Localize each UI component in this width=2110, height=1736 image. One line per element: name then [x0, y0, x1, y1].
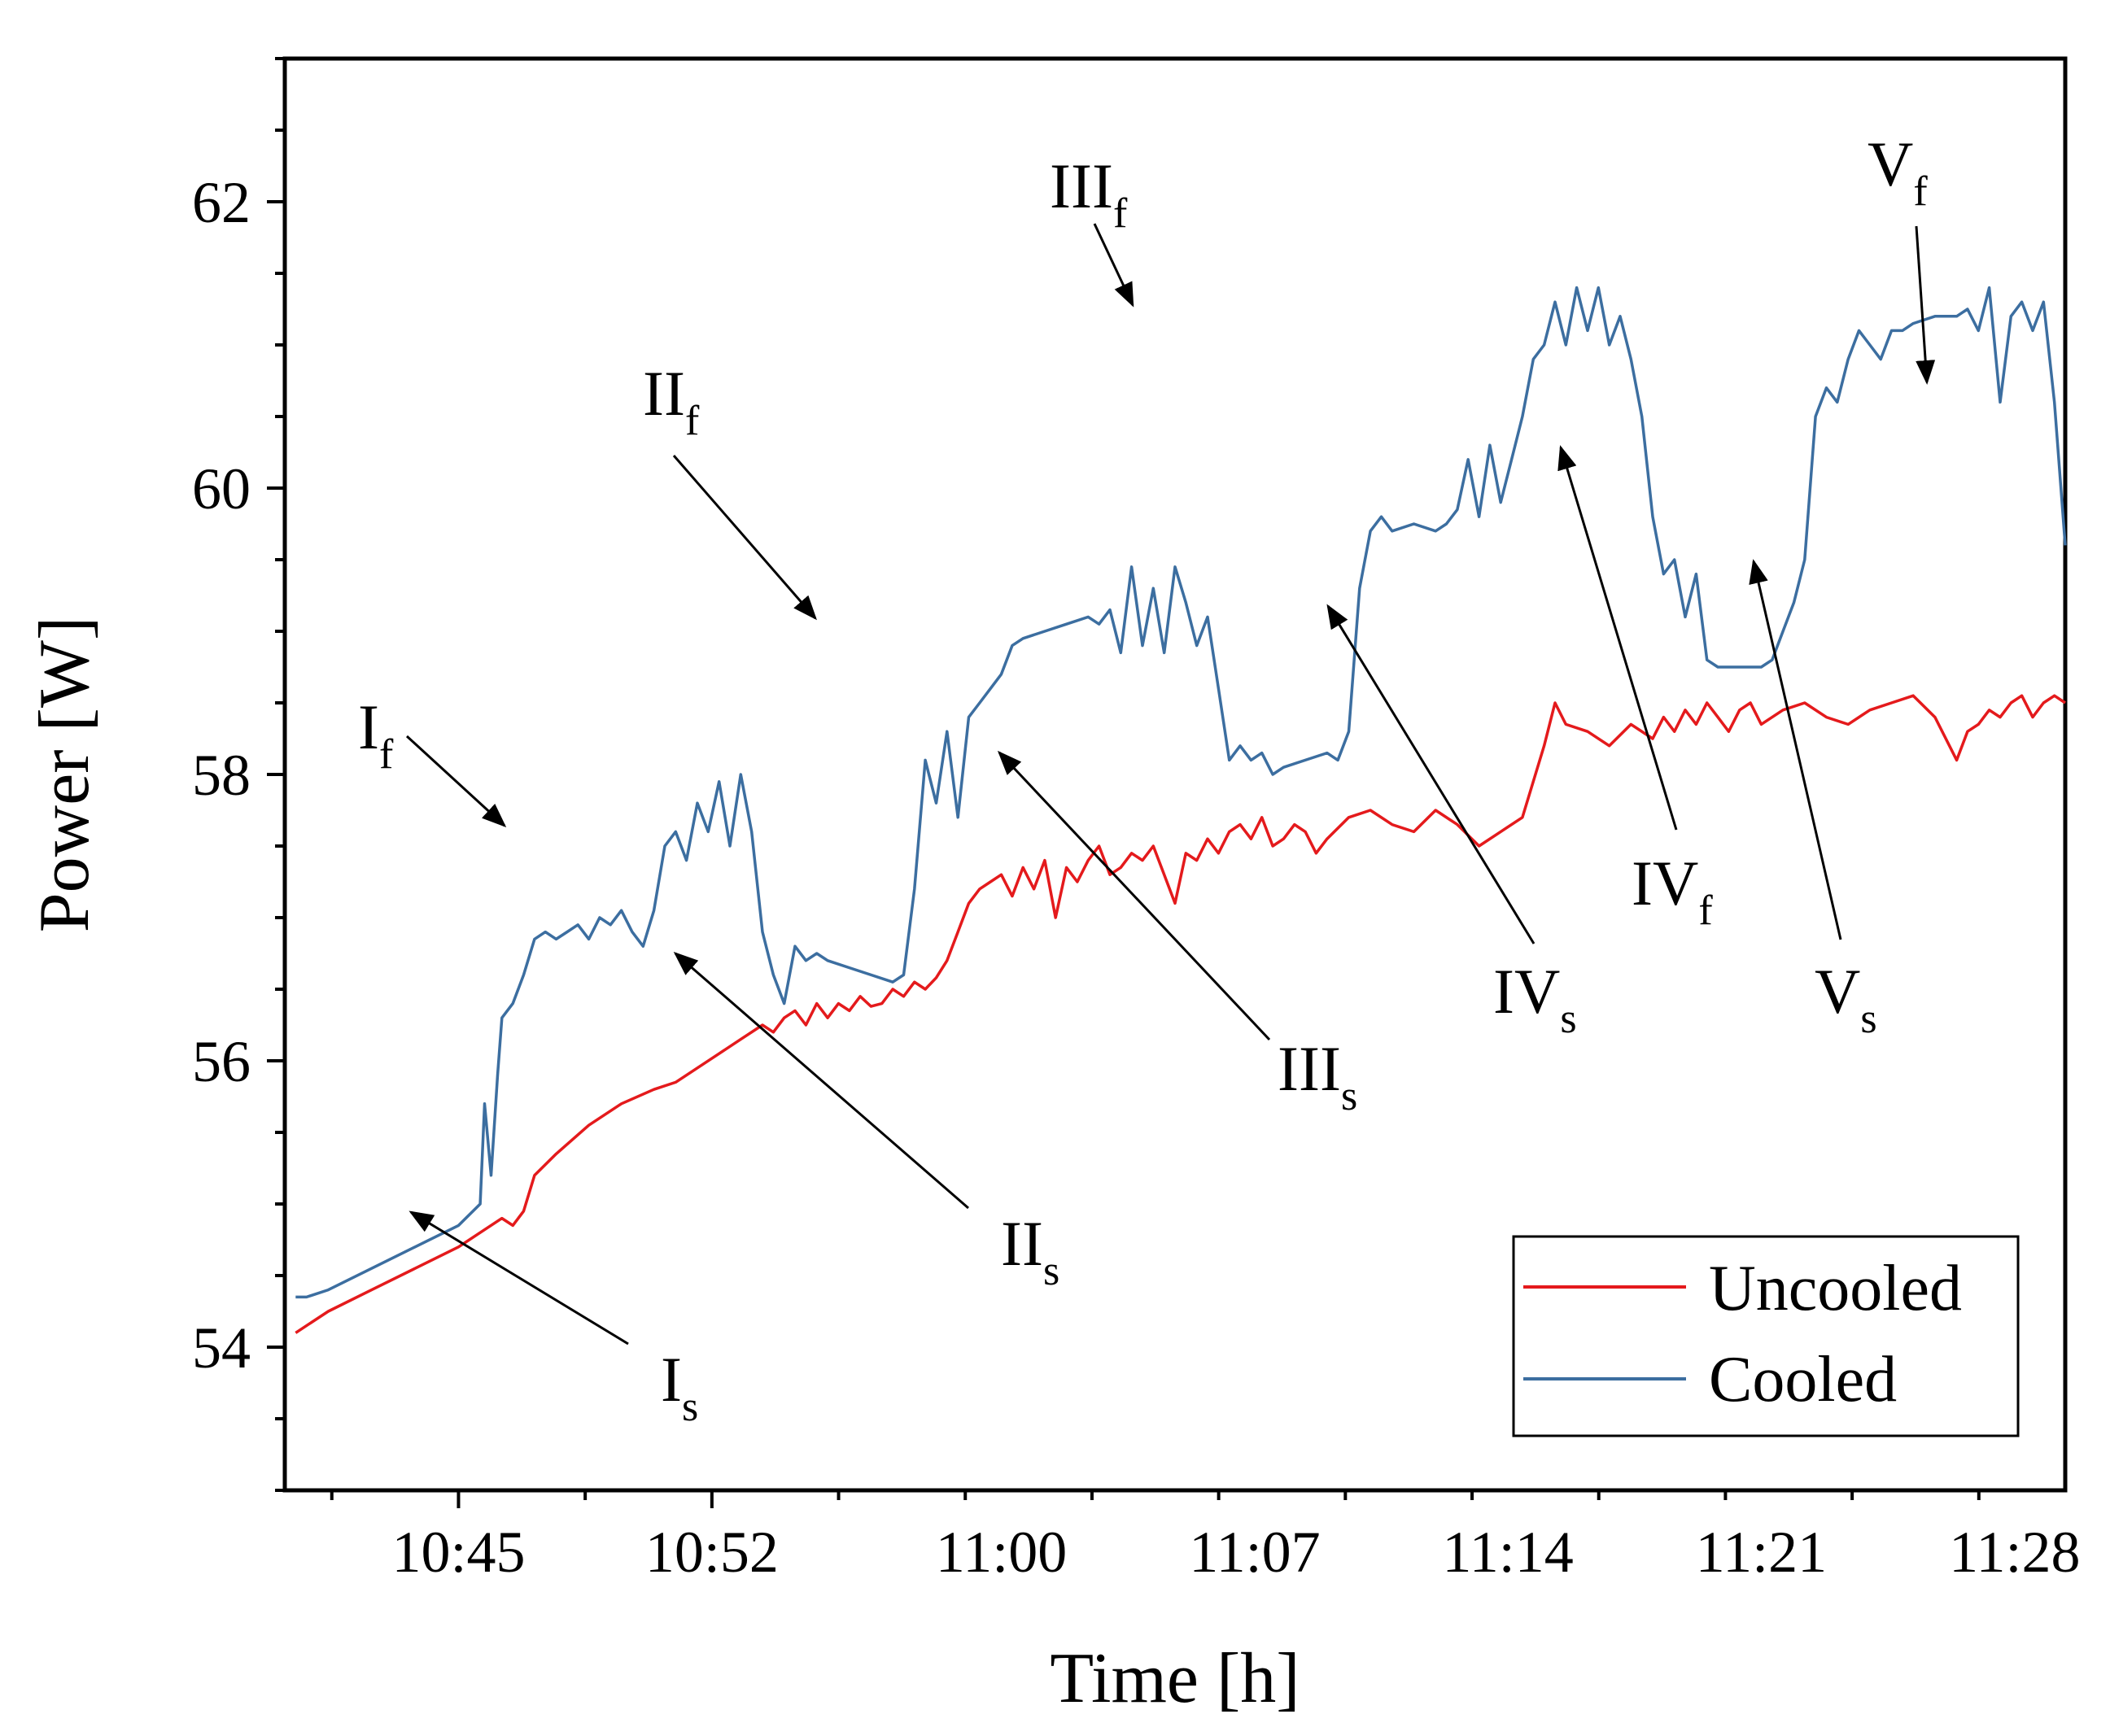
annotation-IIIf-arrow: [1093, 223, 1134, 308]
annotation-Is-label: Is: [661, 1344, 698, 1430]
annotation-Vf: Vf: [1868, 129, 1936, 385]
annotation-IVs-label: IVs: [1493, 956, 1577, 1042]
annotation-Is: Is: [408, 1210, 698, 1430]
y-tick-label: 62: [192, 170, 251, 235]
y-tick-label: 58: [192, 743, 251, 808]
x-axis-ticks: 10:45 10:52 11:00 11:07 11:14 11:21 11:28: [330, 1490, 2081, 1585]
x-tick-label: 11:21: [1696, 1520, 1827, 1585]
x-tick-label: 11:00: [936, 1520, 1067, 1585]
annotation-IIf: IIf: [643, 358, 817, 621]
legend-label-uncooled: Uncooled: [1709, 1253, 1962, 1324]
annotation-IIs-label: IIs: [1001, 1208, 1059, 1294]
y-tick-label: 54: [192, 1315, 251, 1381]
x-tick-label: 10:45: [391, 1520, 525, 1585]
annotation-IIIs: IIIs: [997, 750, 1357, 1119]
annotation-layer: If Is IIf IIs IIIf IIIs IVf IVs: [358, 129, 1936, 1430]
annotation-IIs: IIs: [673, 952, 1059, 1294]
annotation-IVs: IVs: [1326, 604, 1577, 1042]
legend-box: [1512, 1235, 2020, 1437]
y-axis-title: Power [W]: [25, 617, 104, 933]
annotation-If-label: If: [358, 691, 394, 778]
series-layer: [295, 286, 2067, 1334]
y-tick-label: 60: [192, 456, 251, 521]
annotation-IIIf-label: IIIf: [1050, 150, 1128, 237]
annotation-IVf: IVf: [1557, 445, 1713, 934]
y-tick-label: 56: [192, 1029, 251, 1094]
annotation-Vs-arrow: [1749, 559, 1842, 940]
annotation-Vf-label: Vf: [1868, 129, 1928, 215]
x-tick-label: 11:28: [1949, 1520, 2080, 1585]
annotation-IIIf: IIIf: [1050, 150, 1134, 308]
annotation-IIf-arrow: [672, 455, 817, 621]
annotation-IVs-arrow: [1326, 604, 1536, 944]
series-line-uncooled: [295, 694, 2066, 1334]
x-tick-label: 10:52: [645, 1520, 779, 1585]
y-axis-ticks: 54 56 58 60 62: [192, 57, 285, 1492]
annotation-If-arrow: [405, 735, 507, 828]
annotation-IIs-arrow: [673, 952, 969, 1210]
annotation-IIIs-arrow: [997, 750, 1271, 1041]
x-tick-label: 11:14: [1442, 1520, 1573, 1585]
annotation-IIIs-label: IIIs: [1278, 1033, 1357, 1119]
annotation-IVf-label: IVf: [1632, 848, 1713, 934]
series-line-cooled: [295, 286, 2067, 1299]
annotation-Is-arrow: [408, 1210, 629, 1346]
legend-label-cooled: Cooled: [1709, 1344, 1897, 1415]
x-axis-title: Time [h]: [1050, 1639, 1300, 1718]
annotation-Vf-arrow: [1915, 225, 1936, 385]
annotation-Vs: Vs: [1749, 559, 1877, 1042]
annotation-IIf-label: IIf: [643, 358, 700, 444]
x-tick-label: 11:07: [1189, 1520, 1320, 1585]
annotation-If: If: [358, 691, 507, 828]
legend: Uncooled Cooled: [1512, 1235, 2020, 1437]
annotation-IVf-arrow: [1557, 445, 1678, 831]
annotation-Vs-label: Vs: [1815, 956, 1877, 1042]
